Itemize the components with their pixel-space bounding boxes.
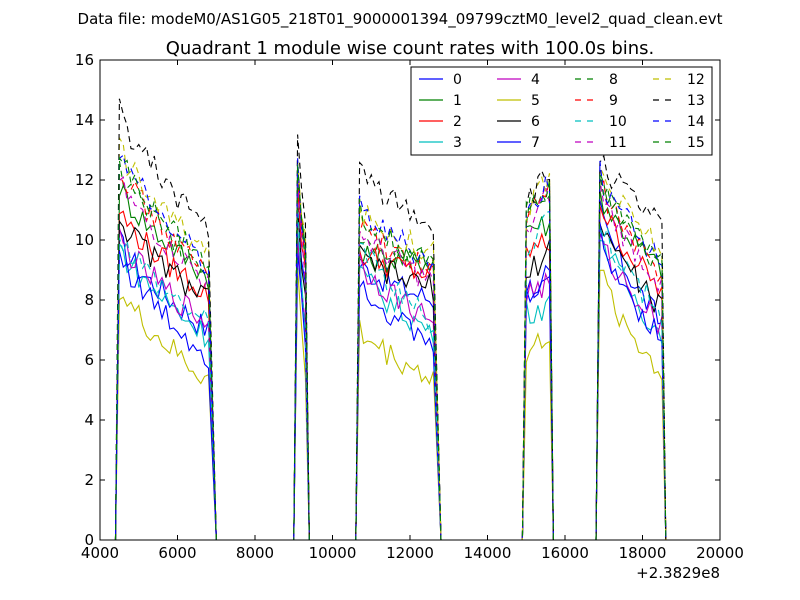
- legend-label-12: 12: [687, 72, 705, 88]
- y-tick-label: 14: [75, 111, 94, 129]
- legend-label-7: 7: [531, 135, 540, 151]
- x-offset-label: +2.3829e8: [636, 564, 720, 582]
- chart-suptitle: Data file: modeM0/AS1G05_218T01_90000013…: [78, 10, 723, 29]
- legend-label-10: 10: [609, 114, 627, 130]
- y-tick-label: 2: [84, 471, 94, 489]
- series-line-6: [114, 207, 667, 541]
- x-tick-label: 20000: [696, 544, 744, 562]
- series-line-10: [114, 204, 667, 541]
- x-tick-label: 6000: [158, 544, 196, 562]
- series-line-14: [114, 154, 667, 541]
- series-line-0: [114, 199, 667, 541]
- series-line-5: [114, 268, 667, 541]
- x-tick-label: 12000: [386, 544, 434, 562]
- legend-label-1: 1: [453, 93, 462, 109]
- y-tick-label: 6: [84, 351, 94, 369]
- legend-label-15: 15: [687, 135, 705, 151]
- axis-ticks: 4000 6000 8000 10000 12000 14000 16000 18000 200…: [75, 51, 744, 562]
- legend-frame: [410, 66, 713, 156]
- y-tick-label: 8: [84, 291, 94, 309]
- series-line-1: [114, 181, 667, 541]
- legend-label-13: 13: [687, 93, 705, 109]
- y-tick-label: 10: [75, 231, 94, 249]
- series-line-7: [114, 222, 667, 541]
- series-line-13: [114, 98, 667, 541]
- y-tick-label: 12: [75, 171, 94, 189]
- legend-label-11: 11: [609, 135, 627, 151]
- series-line-15: [114, 156, 667, 541]
- y-tick-label: 16: [75, 51, 94, 69]
- series-layer: [114, 98, 667, 541]
- legend-label-9: 9: [609, 93, 618, 109]
- series-line-11: [114, 176, 667, 541]
- legend-label-3: 3: [453, 135, 462, 151]
- legend-label-4: 4: [531, 72, 540, 88]
- series-line-3: [114, 232, 667, 541]
- x-tick-label: 8000: [236, 544, 274, 562]
- series-line-8: [114, 160, 667, 541]
- legend-label-0: 0: [453, 72, 462, 88]
- y-tick-label: 4: [84, 411, 94, 429]
- x-tick-label: 10000: [309, 544, 357, 562]
- x-tick-label: 4000: [81, 544, 119, 562]
- legend-label-6: 6: [531, 114, 540, 130]
- series-line-12: [114, 136, 667, 541]
- legend-label-14: 14: [687, 114, 705, 130]
- y-tick-label: 0: [84, 531, 94, 549]
- legend-label-2: 2: [453, 114, 462, 130]
- legend-label-8: 8: [609, 72, 618, 88]
- chart-title: Quadrant 1 module wise count rates with …: [166, 38, 655, 59]
- x-tick-label: 16000: [541, 544, 589, 562]
- x-tick-label: 18000: [619, 544, 667, 562]
- series-line-4: [114, 227, 667, 541]
- x-tick-label: 14000: [464, 544, 512, 562]
- legend-label-5: 5: [531, 93, 540, 109]
